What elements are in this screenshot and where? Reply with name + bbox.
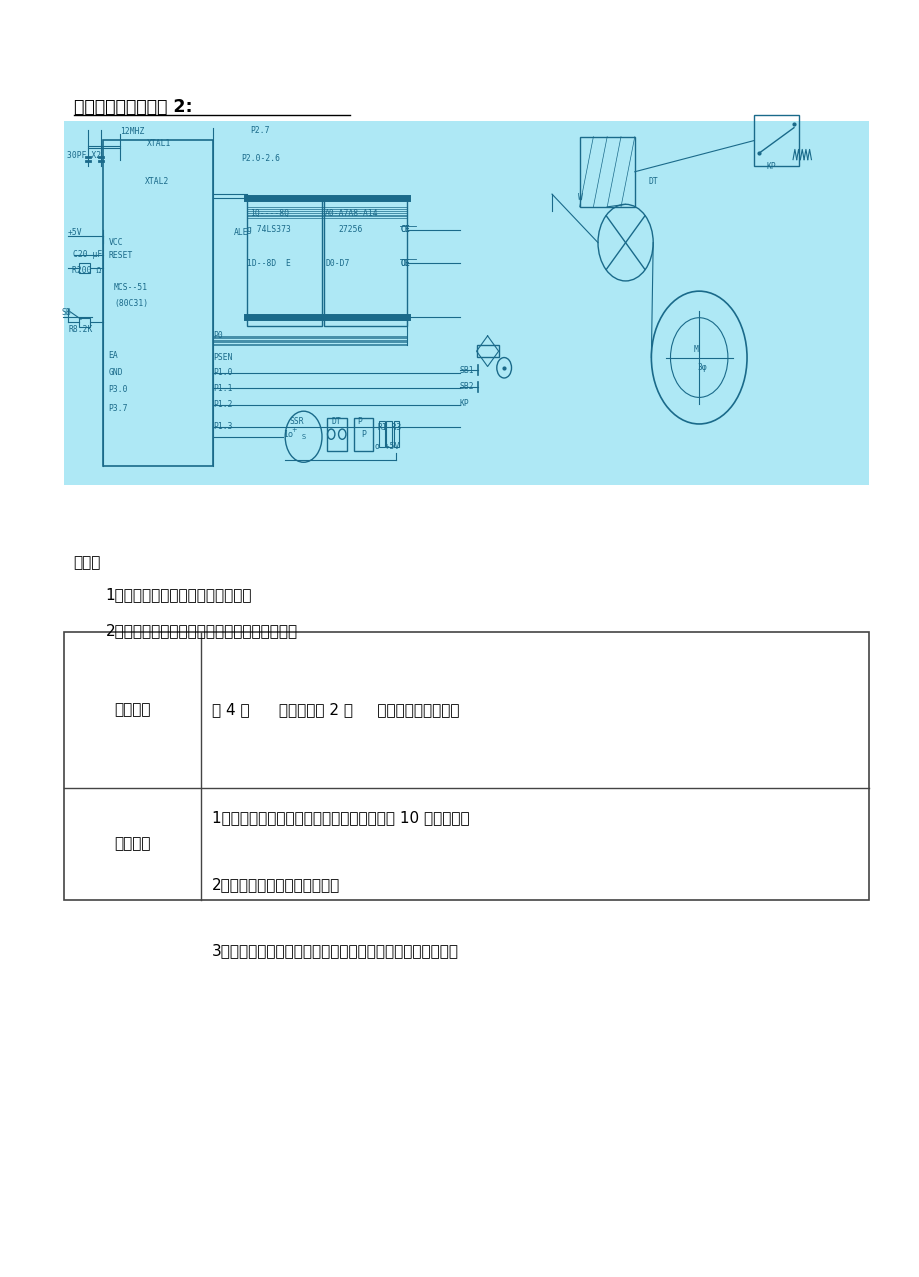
Text: EA: EA: [108, 350, 119, 360]
Text: SB: SB: [62, 308, 72, 318]
Text: P2.0-2.6: P2.0-2.6: [241, 153, 279, 163]
Text: ALE: ALE: [233, 227, 248, 238]
Text: GND: GND: [108, 368, 123, 378]
Text: D0-D7: D0-D7: [325, 258, 349, 268]
Text: 1．简述机电一体化控制系统的构成: 1．简述机电一体化控制系统的构成: [106, 587, 252, 603]
Text: DT: DT: [648, 176, 658, 186]
Text: (80C31): (80C31): [114, 299, 148, 309]
Text: M: M: [693, 345, 698, 355]
Text: P1.0: P1.0: [213, 368, 233, 378]
Text: R8.2K: R8.2K: [68, 324, 92, 335]
Text: P0: P0: [213, 331, 223, 341]
Text: CE: CE: [400, 225, 410, 235]
Text: +5V: +5V: [68, 227, 83, 238]
Text: 27256: 27256: [338, 225, 362, 235]
Text: 1．理解评价机电一体化控制系统设计水平的 10 大技术要求: 1．理解评价机电一体化控制系统设计水平的 10 大技术要求: [211, 811, 469, 826]
Text: 第 4 章      控制系统第 2 节     控制系统的设计要求: 第 4 章 控制系统第 2 节 控制系统的设计要求: [211, 702, 459, 718]
Text: g 74LS373: g 74LS373: [246, 225, 290, 235]
Text: 30PF X2: 30PF X2: [67, 151, 101, 161]
Text: OE: OE: [400, 258, 410, 268]
Text: C20 μF: C20 μF: [73, 249, 102, 259]
Text: CE: CE: [400, 225, 410, 235]
Text: 2．简述机电一体化控制系统各功能部件的作用: 2．简述机电一体化控制系统各功能部件的作用: [106, 623, 298, 638]
Text: PSEN: PSEN: [213, 352, 233, 363]
Text: P: P: [360, 429, 366, 439]
Text: KP: KP: [766, 161, 776, 171]
Text: o +5V: o +5V: [375, 442, 399, 452]
Text: P1.1: P1.1: [213, 383, 233, 393]
Text: P3.0: P3.0: [108, 384, 128, 395]
Bar: [79, 263, 90, 273]
Text: S: S: [301, 434, 305, 439]
Text: 1o: 1o: [283, 429, 293, 439]
Text: MCS--51: MCS--51: [114, 282, 148, 292]
Text: 1Q----8Q: 1Q----8Q: [250, 208, 289, 218]
Text: R200 Ω: R200 Ω: [72, 266, 101, 276]
Text: 3．重点理解安全性，可靠性，稳定性，环保性，经济性概念: 3．重点理解安全性，可靠性，稳定性，环保性，经济性概念: [211, 944, 458, 959]
Bar: [354, 418, 372, 451]
Text: XTAL1: XTAL1: [147, 138, 171, 148]
Text: 教学目标: 教学目标: [114, 836, 151, 852]
Text: +: +: [291, 428, 297, 433]
Text: SB1: SB1: [460, 365, 474, 375]
Text: A0-A7A8-A14: A0-A7A8-A14: [324, 208, 378, 218]
Bar: [64, 632, 868, 900]
Bar: [64, 121, 868, 485]
Text: DT: DT: [331, 416, 341, 427]
Bar: [79, 318, 90, 327]
Bar: [326, 418, 346, 451]
Bar: [246, 198, 322, 326]
Text: VCC: VCC: [108, 238, 123, 248]
Text: OE: OE: [400, 258, 410, 268]
Text: R1-R3: R1-R3: [377, 423, 401, 433]
Text: P3.7: P3.7: [108, 404, 128, 414]
Text: P1.3: P1.3: [213, 421, 233, 432]
Bar: [103, 140, 213, 466]
Text: RESET: RESET: [108, 250, 132, 261]
Text: SB2: SB2: [460, 382, 474, 392]
Bar: [379, 421, 384, 447]
Bar: [754, 115, 798, 166]
Text: KP: KP: [460, 398, 470, 409]
Text: 章节名称: 章节名称: [114, 702, 151, 718]
Text: 2．理解可靠性评价指标的意义: 2．理解可靠性评价指标的意义: [211, 877, 339, 893]
Text: 12MHZ: 12MHZ: [120, 126, 144, 137]
Bar: [579, 137, 634, 207]
Text: W: W: [577, 193, 582, 203]
Text: P: P: [357, 416, 361, 427]
Text: 作业：: 作业：: [74, 555, 101, 571]
Bar: [323, 198, 406, 326]
Bar: [386, 421, 391, 447]
Text: 3φ: 3φ: [697, 363, 707, 373]
Text: P1.2: P1.2: [213, 400, 233, 410]
Text: P2.7: P2.7: [250, 125, 269, 135]
Text: SSR: SSR: [289, 416, 304, 427]
Text: XTAL2: XTAL2: [145, 176, 169, 186]
Text: 1D--8D  E: 1D--8D E: [246, 258, 290, 268]
Bar: [393, 421, 399, 447]
Text: 控制系统的组成实例 2:: 控制系统的组成实例 2:: [74, 98, 192, 116]
